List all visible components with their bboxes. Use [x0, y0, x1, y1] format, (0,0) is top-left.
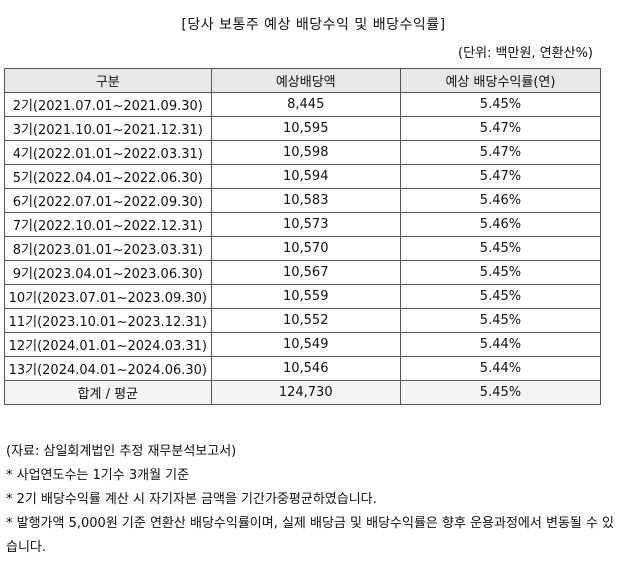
cell-yield: 5.45% — [399, 284, 602, 309]
cell-period: 9기(2023.04.01~2023.06.30) — [4, 260, 212, 285]
cell-yield: 5.46% — [399, 212, 602, 237]
footnote-2: * 2기 배당수익률 계산 시 자기자본 금액을 기간가중평균하였습니다. — [6, 492, 377, 507]
cell-dividend: 10,570 — [210, 236, 401, 261]
footnote-1: * 사업연도수는 1기수 3개월 기준 — [6, 468, 190, 483]
cell-period: 5기(2022.04.01~2022.06.30) — [4, 164, 212, 189]
table-row: 9기(2023.04.01~2023.06.30) 10,567 5.45% — [4, 260, 602, 285]
table-row: 10기(2023.07.01~2023.09.30) 10,559 5.45% — [4, 284, 602, 309]
cell-yield: 5.45% — [399, 308, 602, 333]
table-row: 12기(2024.01.01~2024.03.31) 10,549 5.44% — [4, 332, 602, 357]
cell-yield: 5.45% — [399, 260, 602, 285]
source-note: (자료: 삼일회계법인 추정 재무분석보고서) — [6, 444, 237, 459]
cell-yield: 5.47% — [399, 164, 602, 189]
table-total-row: 합계 / 평균 124,730 5.45% — [4, 380, 602, 405]
total-dividend: 124,730 — [210, 380, 401, 405]
header-yield: 예상 배당수익률(연) — [399, 68, 602, 93]
dividend-table: 구분 예상배당액 예상 배당수익률(연) 2기(2021.07.01~2021.… — [4, 68, 602, 405]
cell-dividend: 10,594 — [210, 164, 401, 189]
footnotes: (자료: 삼일회계법인 추정 재무분석보고서) * 사업연도수는 1기수 3개월… — [6, 440, 621, 560]
table-row: 3기(2021.10.01~2021.12.31) 10,595 5.47% — [4, 116, 602, 141]
footnote-3: * 발행가액 5,000원 기준 연환산 배당수익률이며, 실제 배당금 및 배… — [6, 516, 615, 555]
cell-yield: 5.44% — [399, 332, 602, 357]
cell-period: 12기(2024.01.01~2024.03.31) — [4, 332, 212, 357]
cell-yield: 5.44% — [399, 356, 602, 381]
table-row: 13기(2024.04.01~2024.06.30) 10,546 5.44% — [4, 356, 602, 381]
cell-dividend: 10,552 — [210, 308, 401, 333]
cell-period: 2기(2021.07.01~2021.09.30) — [4, 92, 212, 117]
table-row: 11기(2023.10.01~2023.12.31) 10,552 5.45% — [4, 308, 602, 333]
cell-yield: 5.46% — [399, 188, 602, 213]
unit-label: (단위: 백만원, 연환산%) — [458, 46, 593, 61]
cell-dividend: 10,567 — [210, 260, 401, 285]
cell-period: 10기(2023.07.01~2023.09.30) — [4, 284, 212, 309]
cell-yield: 5.45% — [399, 236, 602, 261]
cell-period: 3기(2021.10.01~2021.12.31) — [4, 116, 212, 141]
header-period: 구분 — [4, 68, 212, 93]
cell-yield: 5.47% — [399, 140, 602, 165]
table-row: 7기(2022.10.01~2022.12.31) 10,573 5.46% — [4, 212, 602, 237]
table-row: 6기(2022.07.01~2022.09.30) 10,583 5.46% — [4, 188, 602, 213]
header-dividend: 예상배당액 — [210, 68, 401, 93]
table-row: 4기(2022.01.01~2022.03.31) 10,598 5.47% — [4, 140, 602, 165]
cell-dividend: 10,583 — [210, 188, 401, 213]
cell-dividend: 10,595 — [210, 116, 401, 141]
cell-period: 6기(2022.07.01~2022.09.30) — [4, 188, 212, 213]
average-yield: 5.45% — [399, 380, 602, 405]
cell-dividend: 10,546 — [210, 356, 401, 381]
table-row: 2기(2021.07.01~2021.09.30) 8,445 5.45% — [4, 92, 602, 117]
cell-period: 4기(2022.01.01~2022.03.31) — [4, 140, 212, 165]
cell-period: 8기(2023.01.01~2023.03.31) — [4, 236, 212, 261]
table-header-row: 구분 예상배당액 예상 배당수익률(연) — [4, 68, 602, 93]
cell-dividend: 10,598 — [210, 140, 401, 165]
document-title: [당사 보통주 예상 배당수익 및 배당수익률] — [181, 17, 446, 33]
cell-dividend: 10,559 — [210, 284, 401, 309]
cell-dividend: 10,549 — [210, 332, 401, 357]
total-label: 합계 / 평균 — [4, 380, 212, 405]
cell-period: 11기(2023.10.01~2023.12.31) — [4, 308, 212, 333]
cell-yield: 5.47% — [399, 116, 602, 141]
table-row: 5기(2022.04.01~2022.06.30) 10,594 5.47% — [4, 164, 602, 189]
cell-dividend: 10,573 — [210, 212, 401, 237]
cell-period: 7기(2022.10.01~2022.12.31) — [4, 212, 212, 237]
table-row: 8기(2023.01.01~2023.03.31) 10,570 5.45% — [4, 236, 602, 261]
cell-dividend: 8,445 — [210, 92, 401, 117]
cell-yield: 5.45% — [399, 92, 602, 117]
cell-period: 13기(2024.04.01~2024.06.30) — [4, 356, 212, 381]
